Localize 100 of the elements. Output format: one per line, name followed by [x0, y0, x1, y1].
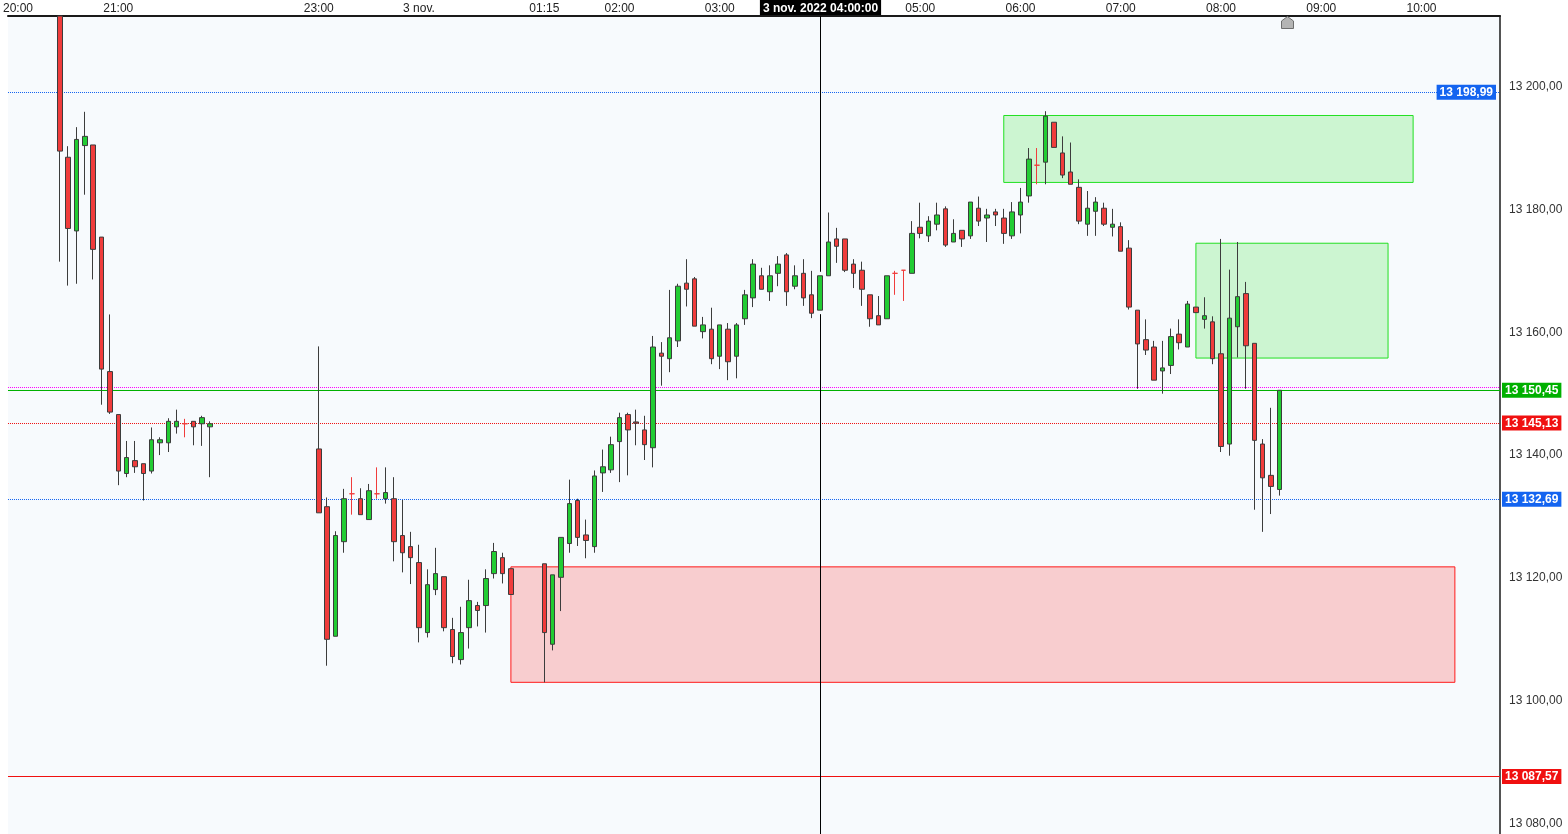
candlestick	[1243, 281, 1249, 390]
candlestick	[116, 414, 121, 486]
x-tick-label: 10:00	[1406, 1, 1437, 15]
candlestick	[709, 307, 714, 365]
candlestick	[959, 229, 965, 248]
candlestick	[717, 324, 722, 370]
candlestick	[191, 420, 196, 446]
candlestick	[324, 496, 330, 667]
candlestick	[859, 261, 865, 307]
candlestick	[149, 426, 154, 475]
ref-line-label: 13 145,13	[1505, 415, 1559, 430]
candlestick	[600, 449, 606, 493]
candlestick	[450, 617, 455, 664]
x-tick-label: 08:00	[1205, 1, 1237, 15]
candlestick	[341, 488, 347, 554]
candlestick	[1151, 340, 1157, 381]
candlestick	[851, 258, 856, 289]
x-tick-label: 01:15	[529, 1, 560, 15]
candlestick	[57, 15, 63, 263]
candlestick	[1193, 306, 1199, 314]
candlestick	[750, 258, 756, 308]
candlestick	[433, 547, 438, 596]
candlestick	[1235, 241, 1240, 358]
candlestick	[633, 409, 639, 446]
candlestick	[909, 220, 915, 274]
candlestick	[809, 270, 814, 319]
ref-line-label: 13 087,57	[1505, 769, 1559, 784]
candlestick	[1210, 315, 1215, 365]
candlestick	[358, 487, 363, 516]
x-tick-label: 20:00	[3, 1, 34, 15]
candlestick	[1202, 296, 1207, 330]
candlestick	[1068, 142, 1073, 185]
candlestick	[65, 145, 71, 287]
candlestick	[650, 335, 656, 468]
candlestick	[901, 269, 906, 302]
candlestick	[166, 417, 171, 453]
candlestick	[884, 275, 890, 320]
candlestick	[842, 238, 848, 273]
candlestick	[734, 322, 739, 379]
candlestick	[157, 436, 163, 456]
candlestick	[366, 483, 372, 521]
candlestick	[867, 294, 873, 328]
candlestick	[1060, 135, 1065, 179]
x-tick-label: 3 nov.	[403, 1, 435, 15]
y-tick-label: 13 180,00	[1509, 201, 1563, 216]
y-tick-label: 13 100,00	[1509, 693, 1563, 708]
candlestick	[583, 519, 589, 559]
candlestick	[926, 215, 931, 243]
candlestick	[500, 552, 505, 584]
candlestick	[767, 264, 773, 302]
candlestick	[951, 218, 956, 243]
x-tick-label: 09:00	[1306, 1, 1337, 15]
candlestick	[1051, 121, 1057, 148]
candlestick	[458, 606, 464, 665]
candlestick	[1093, 196, 1098, 237]
candlestick	[759, 267, 764, 290]
candlestick	[826, 212, 831, 277]
candlestick	[391, 476, 397, 562]
candlestick	[742, 289, 748, 326]
candlestick	[993, 208, 998, 227]
candlestick	[792, 264, 798, 290]
candlestick	[441, 576, 447, 632]
ref-line-label: 3 nov. 2022 04:00:00	[762, 0, 879, 15]
candlestick	[684, 258, 689, 307]
candlestick	[876, 295, 881, 326]
candlestick	[400, 499, 405, 573]
candlestick	[700, 316, 706, 339]
candlestick	[416, 544, 422, 643]
x-tick-label: 06:00	[1005, 1, 1036, 15]
candlestick	[1218, 238, 1224, 453]
candlestick	[132, 440, 138, 474]
candlestick	[207, 420, 213, 478]
candlestick	[1026, 147, 1032, 204]
candlestick	[199, 415, 205, 447]
candlestick	[1126, 239, 1132, 311]
candlestick	[675, 283, 681, 348]
candlestick	[1252, 342, 1257, 511]
candlestick	[667, 289, 672, 373]
candlestick	[141, 463, 146, 502]
candlestick	[617, 412, 622, 483]
candlestick	[1227, 269, 1232, 457]
candlestick	[659, 341, 664, 387]
candlestick	[82, 111, 88, 196]
candlestick	[1168, 328, 1174, 375]
candlestick	[1085, 190, 1090, 237]
candlestick	[725, 322, 731, 381]
candlestick	[475, 601, 480, 627]
candlestick	[1185, 300, 1190, 348]
candlestick	[425, 568, 430, 638]
candlestick	[834, 227, 839, 264]
candlestick	[107, 313, 113, 415]
candlestick	[592, 469, 597, 554]
candlestick	[90, 144, 96, 280]
candlestick	[817, 275, 823, 311]
candlestick	[408, 531, 413, 585]
candlestick	[943, 205, 948, 248]
candlestick	[1260, 438, 1265, 533]
candlestick	[567, 479, 572, 554]
candlestick	[1034, 147, 1040, 185]
candlestick	[801, 258, 806, 307]
